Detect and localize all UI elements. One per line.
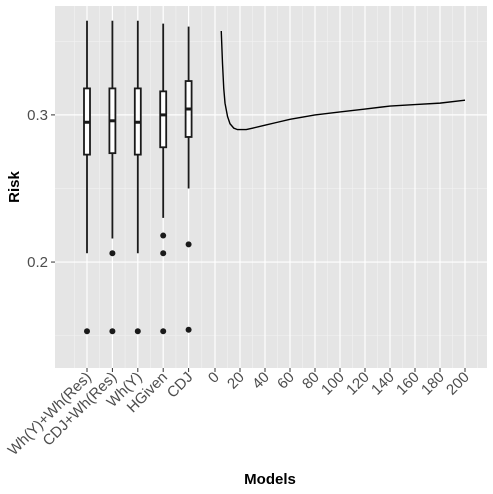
x-axis-title: Models (244, 471, 296, 488)
panel-background (55, 6, 487, 368)
x-tick-label: CDJ (164, 369, 197, 402)
boxplot (159, 23, 168, 335)
y-tick-label: 0.3 (27, 107, 48, 124)
boxplot-outlier (185, 241, 192, 248)
x-tick-label: 100 (318, 369, 348, 399)
boxplot (83, 20, 91, 335)
boxplot-outlier (109, 328, 116, 335)
x-tick-label: 120 (343, 369, 373, 399)
x-tick-label: 20 (224, 369, 248, 393)
boxplot (108, 20, 117, 335)
x-tick-label: 80 (299, 369, 323, 393)
boxplot-outlier (160, 232, 167, 239)
risk-line-path (220, 30, 466, 131)
y-axis: 0.2 0.3 (27, 107, 55, 271)
x-tick-label: 60 (274, 369, 298, 393)
y-axis-title: Risk (6, 171, 23, 203)
boxplots (83, 20, 193, 335)
boxplot-outlier (160, 328, 167, 335)
y-tick-label: 0.2 (27, 254, 48, 271)
boxplot-box (159, 90, 168, 149)
x-tick-label: 180 (418, 369, 448, 399)
x-tick-label: 0 (205, 369, 223, 387)
boxplot-outlier (84, 328, 90, 335)
boxplot (133, 20, 142, 335)
x-tick-label: 200 (443, 369, 473, 399)
boxplot-outlier (134, 328, 141, 335)
risk-line (220, 30, 466, 131)
x-tick-label: 140 (368, 369, 398, 399)
boxplot-outlier (109, 250, 116, 257)
boxplot-outlier (185, 326, 192, 333)
x-tick-label: 160 (393, 369, 423, 399)
x-tick-label: 40 (249, 369, 273, 393)
boxplot-outlier (160, 250, 167, 257)
boxplot (184, 26, 193, 333)
